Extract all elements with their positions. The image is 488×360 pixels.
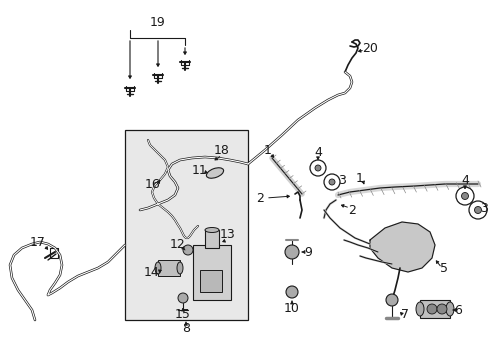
- Circle shape: [436, 304, 446, 314]
- Text: 4: 4: [460, 175, 468, 188]
- Text: 17: 17: [30, 235, 46, 248]
- Circle shape: [473, 207, 481, 213]
- Text: 1: 1: [355, 171, 363, 184]
- Text: 18: 18: [214, 144, 229, 157]
- Bar: [419, 300, 449, 318]
- Text: 10: 10: [284, 302, 299, 315]
- Text: 5: 5: [439, 261, 447, 274]
- Circle shape: [324, 174, 339, 190]
- Text: 8: 8: [182, 321, 190, 334]
- Bar: [158, 260, 180, 276]
- Circle shape: [426, 304, 436, 314]
- Text: 2: 2: [347, 203, 355, 216]
- Bar: [193, 245, 230, 300]
- Text: 2: 2: [256, 192, 264, 204]
- Text: 20: 20: [361, 41, 377, 54]
- Text: 12: 12: [170, 238, 185, 252]
- Text: 9: 9: [304, 246, 311, 258]
- Circle shape: [314, 165, 320, 171]
- Text: 1: 1: [264, 144, 271, 157]
- Text: 13: 13: [220, 229, 235, 242]
- Ellipse shape: [445, 302, 453, 316]
- Text: 11: 11: [192, 163, 207, 176]
- Ellipse shape: [204, 228, 219, 233]
- Circle shape: [455, 187, 473, 205]
- Bar: [125, 130, 247, 320]
- Polygon shape: [369, 222, 434, 272]
- Text: 14: 14: [144, 266, 160, 279]
- Circle shape: [461, 193, 468, 199]
- Ellipse shape: [177, 262, 183, 274]
- Circle shape: [309, 160, 325, 176]
- Ellipse shape: [206, 168, 223, 178]
- Text: 7: 7: [400, 309, 408, 321]
- Circle shape: [468, 201, 486, 219]
- Circle shape: [183, 245, 193, 255]
- Text: 15: 15: [175, 309, 190, 321]
- Text: 3: 3: [479, 202, 487, 215]
- Text: 4: 4: [313, 145, 321, 158]
- Ellipse shape: [415, 302, 423, 316]
- Text: 6: 6: [453, 303, 461, 316]
- Circle shape: [328, 179, 334, 185]
- Ellipse shape: [155, 262, 161, 274]
- Text: 16: 16: [145, 179, 161, 192]
- Circle shape: [178, 293, 187, 303]
- Circle shape: [285, 286, 297, 298]
- Circle shape: [285, 245, 298, 259]
- Bar: [200, 270, 222, 292]
- Bar: [204, 230, 219, 248]
- Circle shape: [385, 294, 397, 306]
- Text: 3: 3: [337, 174, 345, 186]
- Text: 19: 19: [150, 17, 165, 30]
